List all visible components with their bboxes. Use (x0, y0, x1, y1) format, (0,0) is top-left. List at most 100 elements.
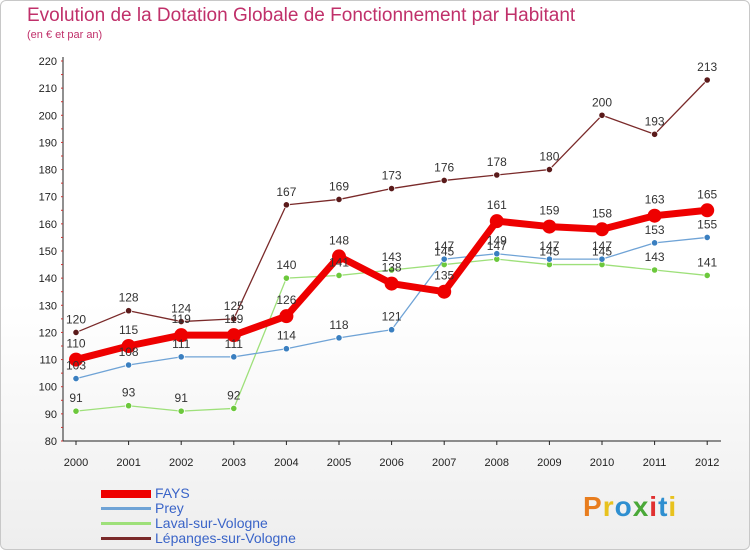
data-point (332, 249, 346, 264)
data-point (650, 130, 659, 138)
data-point (282, 345, 290, 353)
x-tick-label: 2006 (379, 457, 403, 469)
data-point (335, 271, 343, 280)
chart-axes: 8090100110120130140150160170180190200210… (39, 56, 721, 469)
data-label: 111 (225, 337, 244, 351)
legend-label: Lépanges-sur-Vologne (155, 530, 296, 546)
data-point (177, 407, 185, 415)
data-label: 143 (382, 250, 402, 264)
data-label: 149 (487, 234, 507, 248)
data-label: 103 (66, 359, 86, 373)
logo-letter: P (583, 491, 603, 522)
data-point (700, 203, 715, 218)
data-label: 178 (487, 155, 507, 169)
logo-letter: x (632, 491, 650, 522)
y-tick-label: 180 (39, 165, 57, 177)
data-label: 148 (329, 233, 349, 247)
y-tick-label: 150 (39, 246, 57, 258)
y-tick-label: 140 (39, 273, 57, 285)
data-point (650, 266, 659, 274)
logo-letter: i (649, 491, 659, 522)
data-point (647, 208, 662, 223)
data-label: 138 (382, 261, 402, 275)
data-point (489, 214, 504, 229)
data-label: 161 (487, 198, 507, 212)
y-tick-label: 220 (39, 56, 57, 68)
data-label: 163 (645, 193, 665, 207)
y-tick-label: 110 (39, 355, 57, 367)
data-label: 213 (697, 60, 717, 74)
data-point (384, 276, 399, 291)
y-tick-label: 120 (39, 327, 57, 339)
data-point (545, 255, 554, 263)
data-point (125, 402, 133, 410)
data-point (69, 352, 83, 367)
data-point (542, 219, 557, 234)
logo-letter: t (658, 491, 669, 522)
y-tick-label: 190 (39, 137, 57, 149)
data-point (387, 184, 396, 193)
data-label: 169 (329, 179, 349, 193)
data-point (230, 315, 238, 323)
data-label: 141 (697, 255, 717, 269)
x-tick-label: 2004 (274, 457, 298, 469)
data-label: 110 (66, 337, 85, 351)
y-tick-label: 90 (45, 409, 57, 421)
y-tick-label: 100 (39, 382, 57, 394)
y-tick-label: 170 (39, 192, 57, 204)
data-point (440, 176, 448, 185)
data-point (230, 353, 238, 361)
data-label: 165 (697, 187, 717, 201)
data-label: 147 (487, 239, 507, 253)
data-point (598, 255, 606, 263)
data-point (174, 328, 189, 343)
x-tick-label: 2012 (695, 457, 719, 469)
data-label: 143 (645, 250, 665, 264)
data-label: 128 (119, 291, 139, 305)
x-tick-label: 2003 (222, 457, 246, 469)
data-label: 147 (539, 239, 559, 253)
data-point (335, 195, 343, 204)
data-label: 158 (592, 206, 612, 220)
data-point (493, 250, 501, 258)
data-label: 167 (276, 185, 296, 199)
y-tick-label: 80 (45, 436, 57, 448)
data-point (279, 309, 294, 324)
data-label: 125 (224, 299, 244, 313)
data-label: 173 (382, 169, 402, 183)
x-tick-label: 2011 (643, 457, 667, 469)
data-point (440, 255, 448, 263)
data-point (121, 339, 136, 353)
data-label: 180 (539, 150, 559, 164)
data-point (703, 233, 711, 242)
legend-label: Laval-sur-Vologne (155, 515, 268, 531)
data-label: 91 (69, 391, 83, 405)
data-point (650, 239, 659, 247)
chart-series (69, 76, 715, 415)
data-label: 140 (276, 258, 296, 272)
data-label: 145 (592, 245, 612, 259)
data-point (125, 361, 133, 369)
data-point (125, 307, 133, 315)
data-label: 120 (66, 312, 86, 326)
data-label: 114 (277, 329, 296, 343)
x-tick-label: 2008 (485, 457, 509, 469)
chart-subtitle: (en € et par an) (27, 29, 103, 41)
data-point (72, 407, 80, 415)
data-label: 124 (171, 302, 191, 316)
data-point (72, 328, 80, 337)
data-point (493, 171, 501, 179)
data-point (282, 274, 290, 282)
data-label: 193 (645, 114, 665, 128)
legend-label: FAYS (155, 485, 190, 501)
y-tick-label: 200 (39, 110, 57, 122)
data-label: 111 (172, 337, 191, 351)
x-tick-label: 2002 (169, 457, 193, 469)
data-label: 92 (227, 388, 241, 402)
logo-letter: o (614, 491, 633, 522)
data-point (595, 222, 609, 237)
y-tick-label: 130 (39, 300, 57, 312)
data-label: 145 (434, 245, 454, 259)
data-label: 155 (697, 217, 717, 231)
data-label: 135 (434, 269, 454, 283)
